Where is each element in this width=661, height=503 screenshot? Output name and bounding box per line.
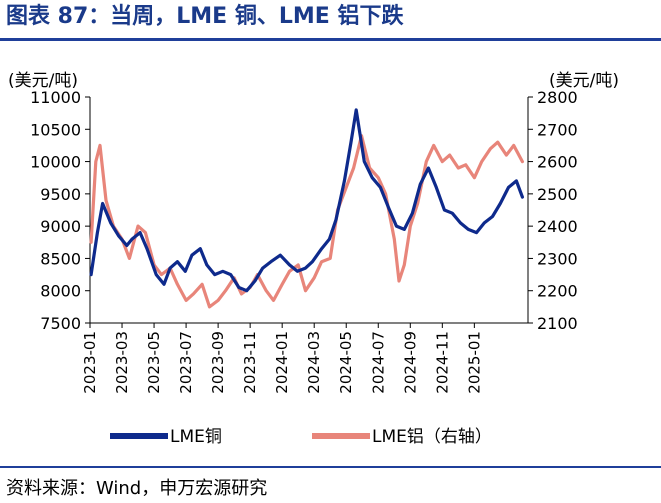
left-y-tick-label: 9500 [40,185,81,204]
right-y-tick-label: 2600 [537,153,578,172]
x-tick-label: 2023-09 [209,331,227,394]
x-tick-label: 2024-03 [305,331,323,394]
right-y-tick-label: 2200 [537,282,578,301]
x-tick-label: 2024-09 [401,331,419,394]
left-y-tick-label: 8000 [40,282,81,301]
source-note: 资料来源：Wind，申万宏源研究 [6,478,268,499]
legend-label-aluminum: LME铝（右轴） [372,427,492,447]
left-y-tick-label: 8500 [40,249,81,268]
left-y-tick-label: 11000 [30,88,81,107]
footer-rule [0,466,661,468]
left-y-tick-label: 10000 [30,153,81,172]
legend-label-copper: LME铜 [170,427,222,447]
x-tick-label: 2023-11 [241,331,259,394]
series-line-lme-copper [89,108,525,293]
x-tick-label: 2023-01 [81,331,99,394]
right-y-tick-label: 2100 [537,314,578,333]
left-y-tick-label: 9000 [40,217,81,236]
right-y-tick-label: 2800 [537,88,578,107]
series-line-lme-aluminum [89,134,525,309]
x-tick-label: 2024-07 [369,331,387,394]
x-tick-label: 2023-03 [113,331,131,394]
left-y-tick-label: 7500 [40,314,81,333]
figure-title: 图表 87：当周，LME 铜、LME 铝下跌 [6,4,404,29]
x-tick-label: 2023-07 [177,331,195,394]
x-tick-label: 2024-05 [337,331,355,394]
title-rule [0,38,661,41]
right-y-tick-label: 2500 [537,185,578,204]
lme-price-chart: 7500 8000 8500 9000 9500 10000 10500 11000 2100 2… [30,88,578,447]
right-y-tick-label: 2400 [537,217,578,236]
x-tick-label: 2023-05 [145,331,163,394]
x-tick-label: 2024-11 [433,331,451,394]
right-y-tick-label: 2300 [537,249,578,268]
right-axis-unit: (美元/吨) [549,71,619,91]
left-y-tick-label: 10500 [30,120,81,139]
x-tick-label: 2024-01 [273,331,291,394]
left-axis-unit: (美元/吨) [8,71,78,91]
x-tick-label: 2025-01 [465,331,483,394]
right-y-tick-label: 2700 [537,120,578,139]
